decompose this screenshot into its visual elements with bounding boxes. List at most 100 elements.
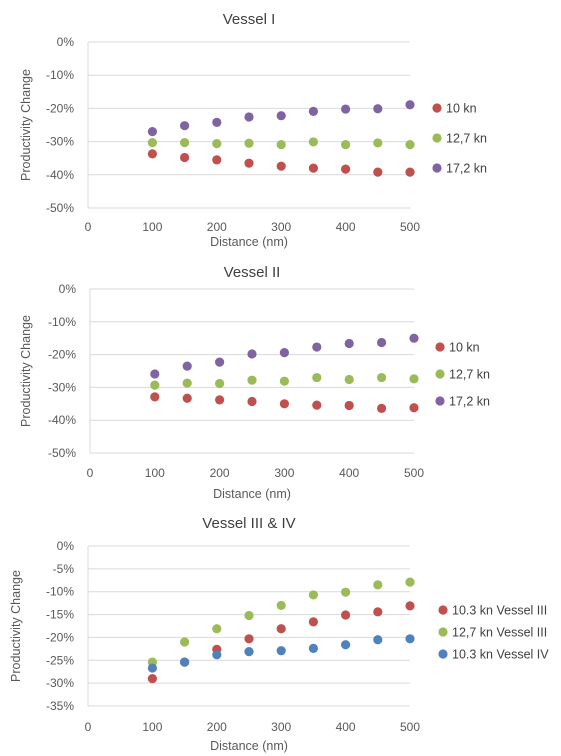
data-point <box>409 374 419 384</box>
data-point <box>180 637 190 647</box>
data-point <box>377 403 387 413</box>
legend-marker <box>432 133 442 143</box>
data-point <box>344 374 354 385</box>
y-tick-label: -20% <box>48 348 76 362</box>
x-tick-label: 500 <box>404 466 424 480</box>
x-axis-label: Distance (nm) <box>213 487 291 501</box>
data-point <box>373 138 383 148</box>
data-point <box>377 372 387 383</box>
y-tick-label: -50% <box>48 446 76 460</box>
data-point <box>247 396 257 407</box>
data-point <box>276 600 286 611</box>
data-point <box>341 640 351 650</box>
data-point <box>150 369 160 379</box>
data-point <box>212 117 222 127</box>
x-tick-label: 100 <box>142 720 162 734</box>
data-point <box>405 139 415 150</box>
data-point <box>312 342 322 352</box>
y-tick-label: 0% <box>59 282 77 296</box>
y-tick-label: -30% <box>48 380 76 394</box>
legend-label: 10.3 kn Vessel IV <box>452 648 549 662</box>
data-point <box>405 601 415 611</box>
legend-marker <box>438 605 448 615</box>
data-point <box>341 139 351 150</box>
data-point <box>409 333 419 343</box>
x-tick-label: 100 <box>142 220 162 234</box>
data-point <box>312 372 322 383</box>
x-tick-label: 300 <box>271 720 291 734</box>
legend-label: 10 kn <box>446 102 477 116</box>
y-tick-label: -20% <box>46 101 74 115</box>
y-tick-label: -25% <box>46 653 74 667</box>
y-tick-label: -30% <box>46 135 74 149</box>
data-point <box>405 167 415 177</box>
data-point <box>308 617 318 627</box>
legend-marker <box>432 103 442 113</box>
y-axis-label: Productivity Change <box>19 315 33 427</box>
data-point <box>215 378 225 389</box>
y-tick-label: -5% <box>53 562 75 576</box>
legend-item: 10 kn <box>432 102 477 116</box>
data-point <box>279 376 289 386</box>
chart-title: Vessel III & IV <box>202 515 295 532</box>
x-tick-label: 500 <box>400 720 420 734</box>
chart-title: Vessel II <box>224 264 281 281</box>
legend-label: 12,7 kn <box>449 368 490 382</box>
data-point <box>180 121 190 131</box>
data-point <box>212 624 222 634</box>
x-axis-label: Distance (nm) <box>210 235 288 249</box>
series-3 <box>150 333 419 379</box>
data-point <box>244 112 254 122</box>
x-tick-label: 300 <box>271 220 291 234</box>
x-tick-label: 200 <box>207 220 227 234</box>
data-point <box>150 392 160 402</box>
legend-marker <box>435 396 445 406</box>
y-tick-label: -35% <box>46 699 74 713</box>
legend-label: 12,7 kn <box>446 132 487 146</box>
legend-label: 10 kn <box>449 341 480 355</box>
legend-label: 10.3 kn Vessel III <box>452 604 547 618</box>
data-point <box>377 337 387 348</box>
x-tick-label: 200 <box>207 720 227 734</box>
legend-item: 10.3 kn Vessel IV <box>438 648 549 662</box>
data-point <box>341 610 351 620</box>
y-tick-label: -10% <box>48 315 76 329</box>
legend-label: 17,2 kn <box>449 395 490 409</box>
legend-item: 17,2 kn <box>435 395 490 409</box>
data-point <box>182 378 192 388</box>
x-tick-label: 100 <box>145 466 165 480</box>
data-point <box>215 357 225 367</box>
series-2 <box>147 577 415 667</box>
x-tick-label: 0 <box>85 720 92 734</box>
y-tick-label: -40% <box>46 168 74 182</box>
data-point <box>180 657 190 667</box>
y-tick-label: 0% <box>57 35 75 49</box>
data-point <box>244 610 254 621</box>
data-point <box>180 137 190 148</box>
data-point <box>308 590 318 600</box>
data-point <box>276 646 286 656</box>
data-point <box>308 137 318 147</box>
legend-marker <box>438 649 448 659</box>
data-point <box>405 577 415 587</box>
data-point <box>405 100 415 110</box>
legend-item: 12,7 kn Vessel III <box>438 626 547 640</box>
series-2 <box>150 372 419 390</box>
series-2 <box>147 137 415 150</box>
y-tick-label: 0% <box>57 539 75 553</box>
legend-marker <box>435 342 445 352</box>
legend-marker <box>435 369 445 379</box>
chart-3: Vessel III & IV 0% -5% -10% -15% -20% -25% -30%… <box>9 515 549 753</box>
chart-1: Vessel I 0% -10% -20% -30% -40% -50% 0 100 200 300… <box>19 11 487 249</box>
data-point <box>308 643 318 654</box>
legend-item: 12,7 kn <box>435 368 490 382</box>
x-tick-label: 400 <box>336 220 356 234</box>
data-point <box>212 650 222 660</box>
y-tick-label: -10% <box>46 585 74 599</box>
legend-item: 12,7 kn <box>432 132 487 146</box>
y-tick-label: -20% <box>46 630 74 644</box>
x-tick-label: 200 <box>210 466 230 480</box>
data-point <box>247 349 257 359</box>
data-point <box>276 161 286 171</box>
